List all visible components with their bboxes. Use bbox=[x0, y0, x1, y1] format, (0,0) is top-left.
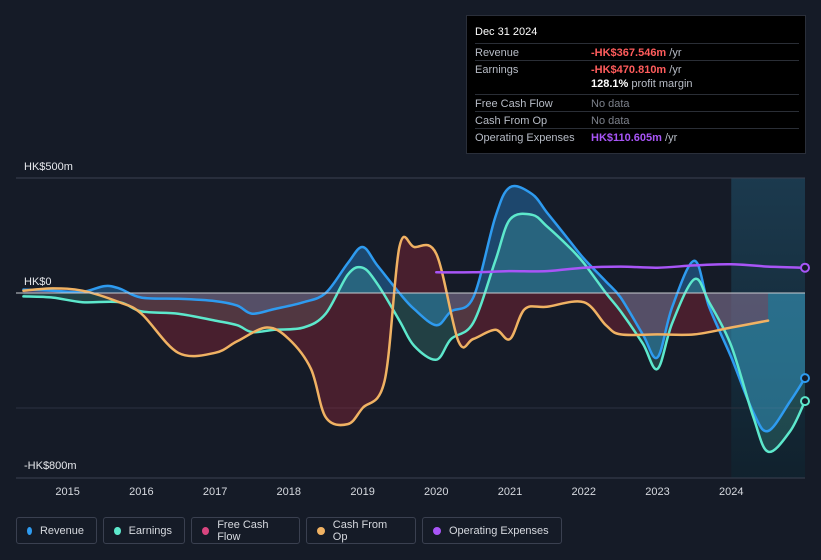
tooltip-row-free-cash-flow: Free Cash Flow No data bbox=[475, 94, 799, 112]
line-earnings bbox=[22, 212, 807, 454]
tooltip-row-operating-expenses: Operating Expenses HK$110.605m /yr bbox=[475, 128, 799, 146]
legend-dot-icon bbox=[202, 526, 210, 535]
x-tick-label: 2023 bbox=[645, 486, 669, 498]
tooltip-row-cash-from-op: Cash From Op No data bbox=[475, 111, 799, 129]
endpoint-operating-expenses bbox=[800, 262, 810, 273]
tooltip-value: -HK$367.546m /yr bbox=[591, 47, 682, 59]
legend-label: Earnings bbox=[128, 524, 172, 537]
endpoint-revenue bbox=[800, 373, 810, 384]
legend-item-cash-from-op[interactable]: Cash From Op bbox=[306, 517, 416, 544]
area-cash-from-op bbox=[23, 236, 769, 426]
tooltip-profit-margin: 128.1% profit margin bbox=[591, 78, 693, 90]
legend-dot-icon bbox=[27, 526, 32, 535]
area-earnings bbox=[23, 213, 805, 452]
y-tick-label: -HK$800m bbox=[24, 460, 77, 472]
endpoint-earnings bbox=[800, 396, 810, 407]
tooltip-row-revenue: Revenue -HK$367.546m /yr bbox=[475, 43, 799, 61]
x-tick-label: 2019 bbox=[350, 486, 374, 498]
tooltip-panel: Dec 31 2024 Revenue -HK$367.546m /yr Ear… bbox=[466, 15, 806, 154]
legend-item-revenue[interactable]: Revenue bbox=[16, 517, 97, 544]
tooltip-value: No data bbox=[591, 115, 630, 127]
tooltip-label: Cash From Op bbox=[475, 115, 548, 127]
line-operating-expenses bbox=[435, 263, 807, 274]
legend-dot-icon bbox=[317, 526, 325, 535]
x-tick-label: 2022 bbox=[572, 486, 596, 498]
legend-label: Revenue bbox=[39, 524, 84, 537]
legend-item-operating-expenses[interactable]: Operating Expenses bbox=[422, 517, 562, 544]
x-tick-label: 2017 bbox=[203, 486, 227, 498]
y-tick-label: HK$0 bbox=[24, 276, 52, 288]
x-tick-label: 2024 bbox=[719, 486, 743, 498]
legend-item-earnings[interactable]: Earnings bbox=[103, 517, 185, 544]
tooltip-label: Revenue bbox=[475, 47, 520, 59]
legend-label: Operating Expenses bbox=[449, 524, 549, 537]
tooltip-label: Earnings bbox=[475, 64, 519, 76]
x-tick-label: 2021 bbox=[498, 486, 522, 498]
x-tick-label: 2016 bbox=[129, 486, 153, 498]
tooltip-value: HK$110.605m /yr bbox=[591, 132, 678, 144]
x-tick-label: 2015 bbox=[55, 486, 79, 498]
tooltip-row-earnings: Earnings -HK$470.810m /yr bbox=[475, 60, 799, 78]
y-tick-label: HK$500m bbox=[24, 161, 73, 173]
tooltip-date: Dec 31 2024 bbox=[475, 26, 538, 38]
line-cash-from-op bbox=[22, 235, 770, 427]
tooltip-value: No data bbox=[591, 98, 630, 110]
legend-dot-icon bbox=[433, 526, 441, 535]
legend: Revenue Earnings Free Cash Flow Cash Fro… bbox=[16, 517, 562, 544]
legend-label: Free Cash Flow bbox=[217, 518, 269, 543]
legend-label: Cash From Op bbox=[332, 518, 388, 543]
tooltip-value: -HK$470.810m /yr bbox=[591, 64, 682, 76]
x-tick-label: 2020 bbox=[424, 486, 448, 498]
legend-item-free-cash-flow[interactable]: Free Cash Flow bbox=[191, 517, 300, 544]
tooltip-label: Operating Expenses bbox=[475, 132, 575, 144]
x-tick-label: 2018 bbox=[277, 486, 301, 498]
legend-dot-icon bbox=[114, 526, 121, 535]
tooltip-label: Free Cash Flow bbox=[475, 98, 553, 110]
